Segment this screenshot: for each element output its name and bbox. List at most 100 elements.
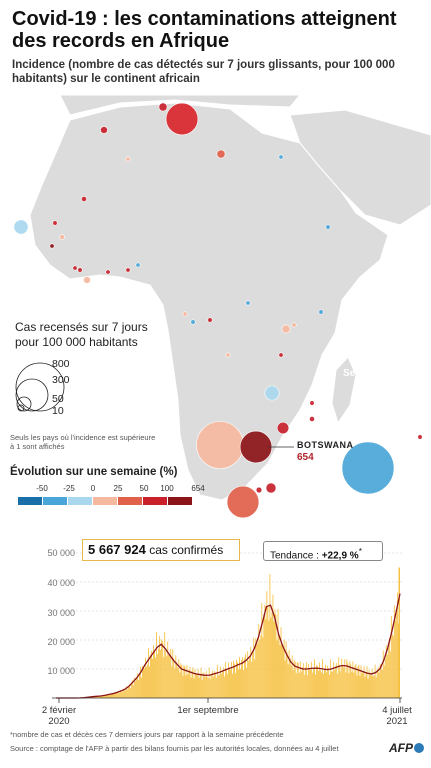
- daily-case-bar: [361, 672, 363, 698]
- daily-case-bar: [362, 671, 364, 698]
- daily-case-bar: [238, 669, 239, 698]
- daily-case-bar: [315, 674, 316, 698]
- daily-case-bar: [285, 641, 287, 698]
- daily-case-bar: [319, 662, 320, 698]
- daily-case-bar: [230, 669, 231, 698]
- daily-case-bar: [259, 640, 261, 698]
- daily-case-bar: [392, 636, 394, 698]
- daily-case-bar: [258, 624, 260, 698]
- daily-case-bars: [77, 567, 400, 698]
- incidence-bubble: [239, 430, 273, 464]
- daily-case-bar: [396, 592, 398, 698]
- daily-case-bar: [385, 645, 387, 698]
- daily-case-bar: [240, 669, 241, 698]
- daily-case-bar: [246, 667, 248, 698]
- daily-case-bar: [94, 696, 96, 698]
- daily-case-bar: [229, 668, 230, 698]
- daily-case-bar: [144, 668, 145, 698]
- y-tick-label: 30 000: [47, 608, 75, 618]
- daily-case-bar: [322, 659, 323, 698]
- daily-case-bar: [218, 674, 220, 698]
- daily-case-bar: [187, 674, 189, 698]
- daily-case-bar: [243, 670, 245, 698]
- evolution-swatch: [143, 497, 167, 505]
- daily-case-bar: [133, 677, 135, 698]
- daily-case-bar: [160, 649, 162, 698]
- daily-case-bar: [324, 668, 325, 698]
- size-label-10: 10: [52, 405, 64, 417]
- daily-case-bar: [292, 670, 294, 698]
- daily-case-bar: [296, 662, 298, 698]
- callout-value: 654: [297, 452, 314, 463]
- europe-strip: [59, 95, 301, 116]
- daily-case-bar: [164, 631, 166, 698]
- incidence-bubble: [276, 421, 290, 435]
- incidence-bubble: [100, 126, 108, 134]
- daily-case-bar: [120, 690, 122, 698]
- daily-case-bar: [343, 667, 345, 698]
- daily-case-bar: [304, 667, 306, 698]
- daily-case-bar: [225, 669, 227, 698]
- daily-case-bar: [202, 672, 204, 698]
- daily-case-bar: [150, 655, 151, 698]
- legend-circle-800: [15, 362, 65, 412]
- daily-case-bar: [325, 664, 326, 698]
- size-label-300: 300: [52, 374, 70, 386]
- evolution-swatch: [18, 497, 42, 505]
- daily-case-bar: [196, 674, 198, 698]
- daily-case-bar: [376, 670, 378, 698]
- daily-case-bar: [221, 670, 223, 698]
- daily-case-bar: [373, 675, 375, 698]
- daily-case-bar: [126, 689, 128, 698]
- daily-case-bar: [130, 682, 132, 698]
- daily-case-bar: [295, 673, 297, 698]
- daily-case-bar: [111, 692, 113, 698]
- daily-case-bar: [263, 614, 265, 698]
- size-label-800: 800: [52, 358, 70, 370]
- daily-case-bar: [159, 636, 161, 698]
- daily-case-bar: [190, 677, 192, 698]
- incidence-bubble: [341, 441, 395, 495]
- daily-case-bar: [223, 676, 225, 698]
- incidence-bubble: [83, 276, 91, 284]
- daily-case-bar: [387, 642, 389, 698]
- daily-case-bar: [241, 659, 243, 698]
- daily-case-bar: [219, 666, 221, 698]
- daily-case-bar: [108, 694, 110, 698]
- legend-circle-10: [17, 404, 25, 412]
- daily-case-bar: [278, 637, 280, 698]
- evolution-swatch: [93, 497, 117, 505]
- size-legend: [15, 362, 65, 412]
- daily-case-bar: [329, 674, 331, 698]
- daily-case-bar: [281, 645, 283, 698]
- daily-case-bar: [191, 670, 193, 698]
- daily-case-bar: [288, 649, 290, 698]
- trend-value: +22,9 %: [321, 550, 359, 562]
- daily-case-bar: [345, 672, 347, 698]
- daily-case-bar: [369, 672, 371, 698]
- daily-case-bar: [179, 672, 181, 698]
- daily-case-bar: [169, 654, 171, 698]
- daily-case-bar: [257, 643, 259, 698]
- daily-case-bar: [97, 696, 99, 698]
- daily-case-bar: [280, 627, 282, 698]
- daily-case-bar: [382, 650, 384, 698]
- daily-case-bar: [309, 669, 311, 698]
- chart-subtitle: Incidence (nombre de cas détectés sur 7 …: [12, 59, 395, 85]
- daily-case-bar: [174, 668, 176, 698]
- daily-case-bar: [365, 672, 367, 698]
- daily-case-bar: [210, 674, 212, 698]
- daily-case-bar: [342, 665, 344, 698]
- daily-case-bar: [182, 675, 184, 698]
- x-label-line2: 2020: [48, 716, 70, 727]
- daily-case-bar: [294, 661, 296, 698]
- daily-case-bar: [251, 661, 253, 698]
- daily-case-bar: [209, 678, 211, 698]
- daily-case-bar: [275, 614, 277, 698]
- daily-case-bar: [314, 659, 315, 698]
- daily-case-bar: [366, 666, 368, 698]
- evolution-legend-title: Évolution sur une semaine (%): [10, 466, 178, 478]
- daily-case-bar: [201, 679, 203, 698]
- daily-case-bar: [379, 664, 381, 698]
- incidence-bubble: [417, 434, 423, 440]
